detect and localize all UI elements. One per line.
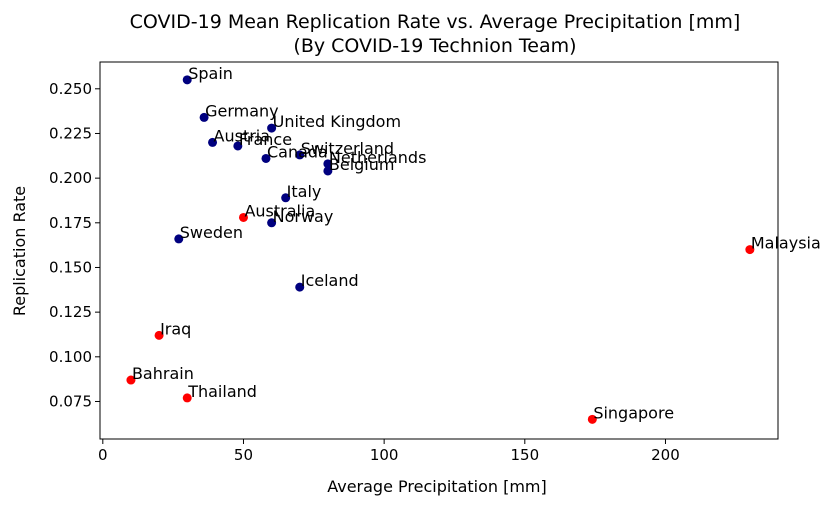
- data-point: [745, 245, 755, 255]
- data-point: [295, 150, 305, 160]
- data-point: [295, 282, 305, 292]
- y-tick-label: 0.150: [49, 258, 92, 276]
- y-tick-label: 0.100: [49, 348, 92, 366]
- data-point: [233, 141, 243, 151]
- x-tick-label: 150: [510, 446, 539, 464]
- x-axis-label: Average Precipitation [mm]: [327, 477, 547, 496]
- y-tick-label: 0.200: [49, 169, 92, 187]
- plot-frame: [99, 61, 779, 440]
- y-tick-label: 0.175: [49, 214, 92, 232]
- x-axis: 0 50 100 150 200: [98, 439, 680, 464]
- x-tick-label: 0: [98, 446, 108, 464]
- point-label: Sweden: [180, 223, 243, 242]
- x-tick-label: 200: [651, 446, 680, 464]
- point-label: Germany: [205, 101, 279, 120]
- data-point: [323, 159, 333, 169]
- point-label: Spain: [188, 64, 233, 83]
- y-tick-label: 0.075: [49, 392, 92, 410]
- data-point: [126, 375, 136, 385]
- y-axis-label: Replication Rate: [10, 186, 29, 316]
- point-label: Austria: [214, 126, 271, 145]
- point-label: Bahrain: [132, 364, 194, 383]
- data-point: [267, 123, 277, 133]
- chart-subtitle: (By COVID-19 Technion Team): [293, 35, 576, 57]
- data-point: [267, 218, 277, 228]
- data-point: [281, 193, 291, 203]
- point-label: Malaysia: [751, 234, 821, 253]
- point-label: Belgium: [329, 155, 395, 174]
- point-label: Iraq: [160, 319, 191, 338]
- x-tick-label: 100: [370, 446, 399, 464]
- point-label: Italy: [287, 182, 322, 201]
- point-label: Iceland: [301, 271, 359, 290]
- data-point: [238, 212, 248, 222]
- point-label: Singapore: [593, 403, 674, 422]
- data-point: [323, 166, 333, 176]
- point-label: Netherlands: [329, 148, 427, 167]
- point-label: France: [239, 130, 292, 149]
- point-label: Thailand: [187, 382, 257, 401]
- y-tick-label: 0.225: [49, 124, 92, 142]
- data-point: [199, 112, 209, 122]
- data-point: [182, 75, 192, 85]
- point-label: United Kingdom: [273, 112, 401, 131]
- point-label: Norway: [273, 207, 334, 226]
- y-axis: 0.075 0.100 0.125 0.150 0.175 0.200 0.225 0.250: [49, 80, 100, 410]
- y-tick-label: 0.250: [49, 80, 92, 98]
- data-point: [154, 330, 164, 340]
- data-point: [208, 137, 218, 147]
- point-label: Switzerland: [301, 139, 394, 158]
- data-point: [182, 393, 192, 403]
- point-label: Australia: [244, 201, 315, 220]
- data-point: [261, 153, 271, 163]
- data-point: [587, 414, 597, 424]
- y-tick-label: 0.125: [49, 303, 92, 321]
- x-tick-label: 50: [234, 446, 253, 464]
- data-point: [174, 234, 184, 244]
- chart-title: COVID-19 Mean Replication Rate vs. Avera…: [130, 11, 741, 33]
- point-label: Canada: [267, 142, 328, 161]
